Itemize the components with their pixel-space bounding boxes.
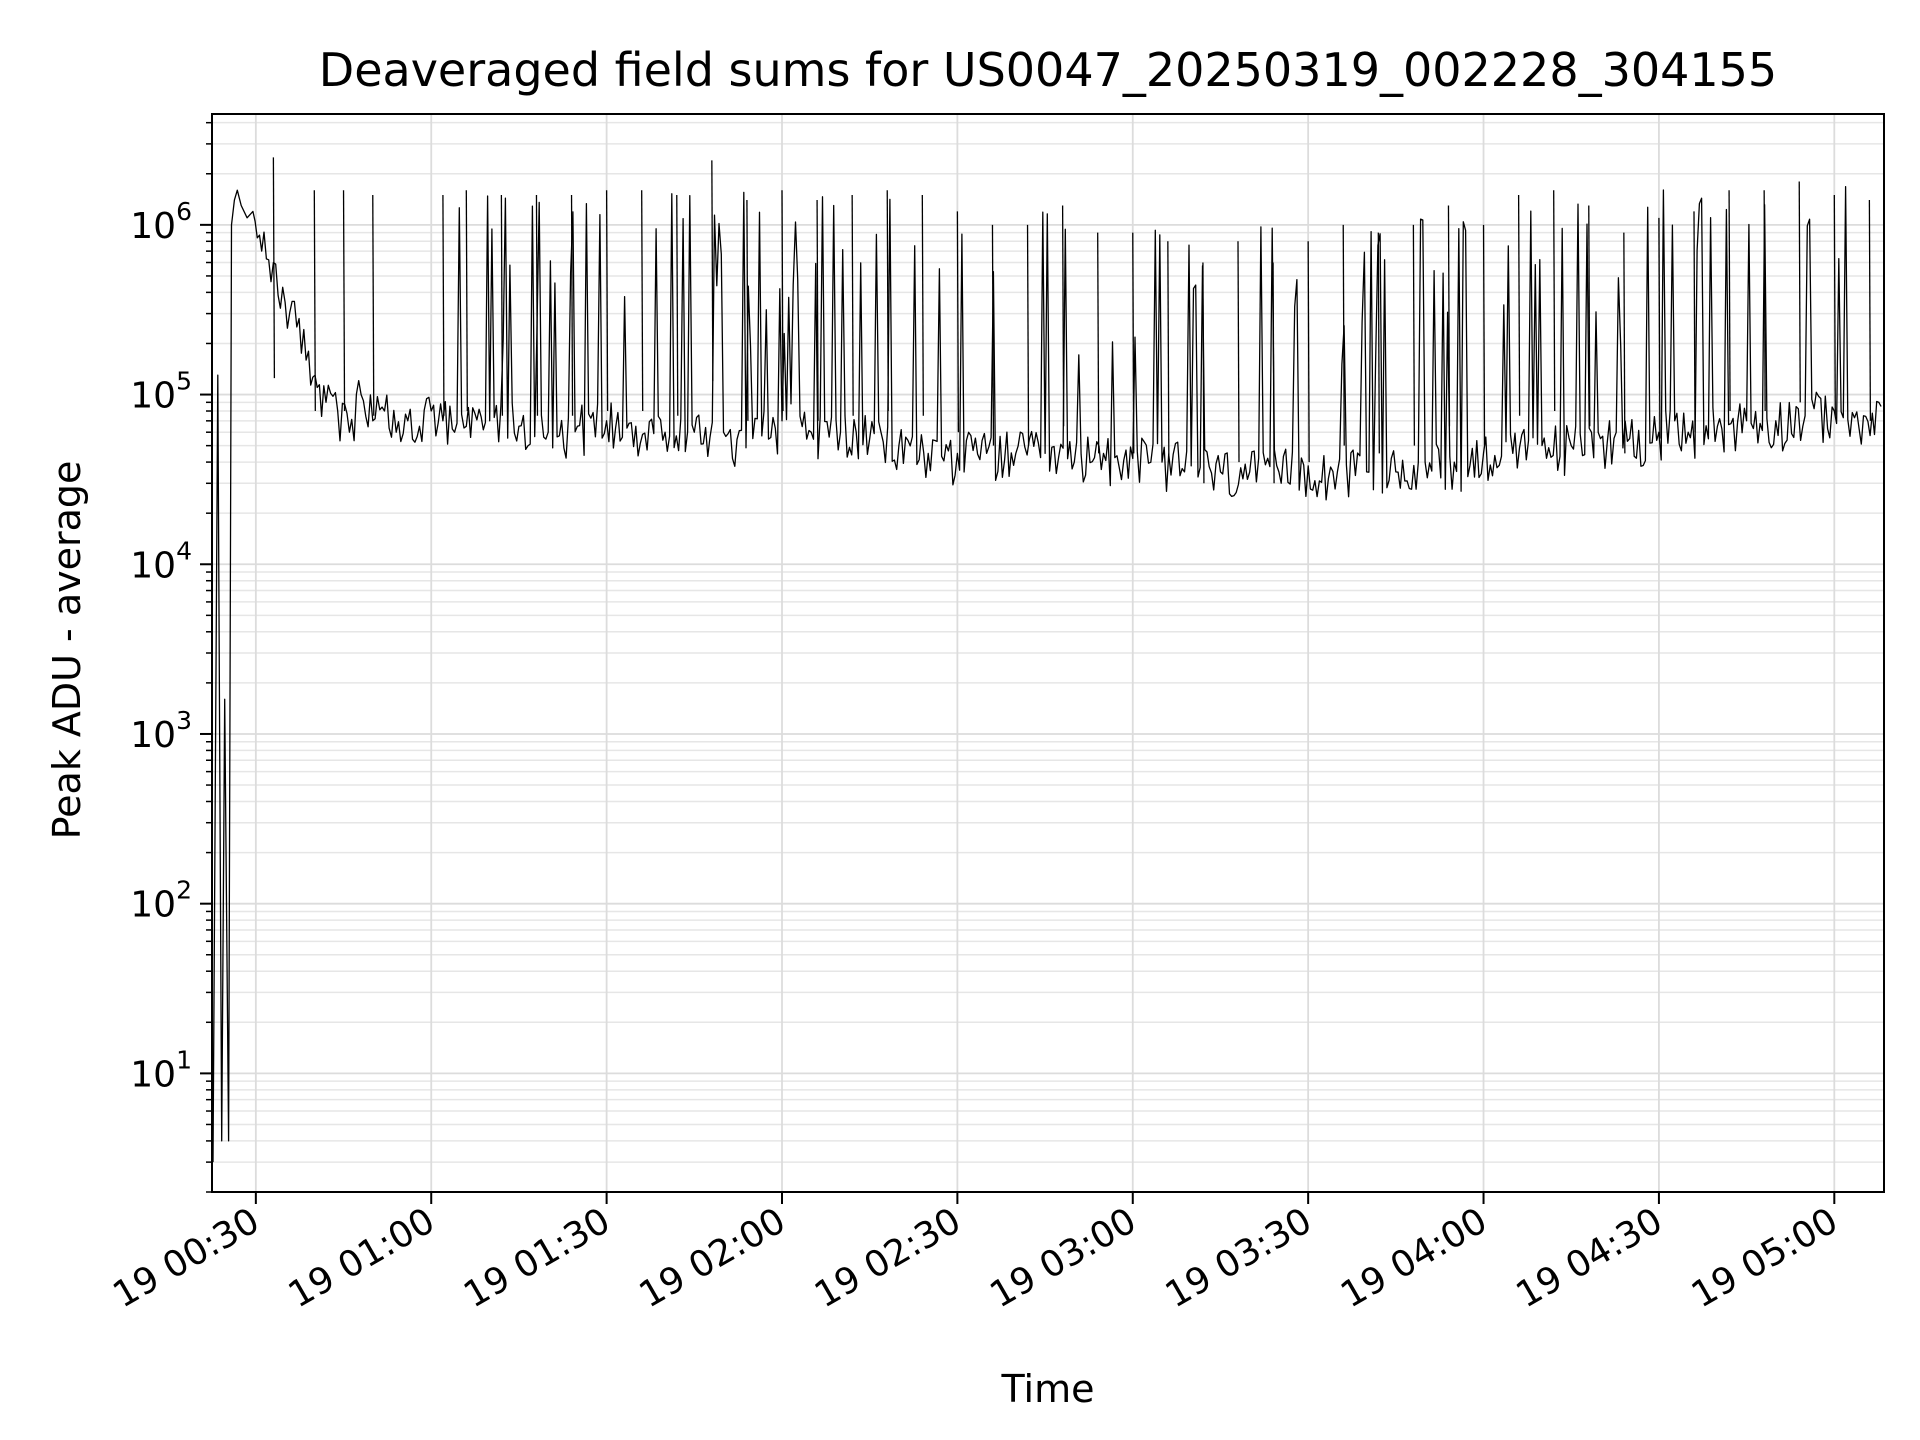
spike-mark — [676, 194, 679, 416]
spike-mark — [1377, 232, 1380, 454]
spike-mark — [816, 200, 819, 421]
spike-mark — [886, 190, 889, 412]
spike-mark — [1237, 241, 1240, 463]
spike-mark — [781, 190, 784, 412]
spike-mark — [1833, 194, 1836, 416]
spike-mark — [1097, 232, 1100, 454]
spike-mark — [1517, 194, 1521, 416]
x-axis-label: Time — [1001, 1367, 1095, 1411]
spike-mark — [921, 194, 924, 416]
spike-mark — [1868, 200, 1872, 421]
spike-mark — [1763, 190, 1766, 412]
spike-mark — [372, 194, 375, 416]
spike-mark — [1658, 217, 1661, 439]
spike-mark — [1026, 224, 1030, 446]
chart-title: Deaveraged field sums for US0047_2025031… — [319, 43, 1777, 97]
spike-mark — [1202, 262, 1205, 484]
y-tick-label: 102 — [130, 876, 192, 926]
spike-mark — [272, 157, 276, 379]
spike-mark — [1728, 190, 1731, 412]
y-tick-label: 101 — [130, 1045, 192, 1095]
spike-mark — [500, 194, 504, 416]
spike-mark — [956, 211, 960, 433]
y-axis-label: Peak ADU - average — [45, 461, 89, 840]
spike-mark — [342, 190, 346, 412]
spike-mark — [991, 224, 995, 446]
y-axis: 101 102 103 104 105 106 — [130, 121, 212, 1193]
y-tick-label: 105 — [130, 367, 192, 417]
spike-mark — [1553, 190, 1556, 412]
spike-mark — [1132, 232, 1135, 454]
spike-mark — [1272, 262, 1275, 484]
spike-mark — [1061, 205, 1065, 427]
y-tick-label: 103 — [130, 706, 192, 756]
spike-mark — [1342, 224, 1345, 446]
spike-mark — [1482, 224, 1486, 446]
series-line — [212, 186, 1882, 1163]
spike-mark — [851, 194, 854, 416]
spike-mark — [442, 194, 445, 416]
spike-mark — [641, 190, 644, 412]
spike-mark — [465, 190, 468, 412]
spike-mark — [1798, 181, 1801, 403]
spike-mark — [1693, 211, 1696, 433]
spike-mark — [313, 190, 316, 412]
line-layer — [212, 157, 1882, 1163]
spike-mark — [1588, 205, 1591, 427]
y-tick-label: 106 — [130, 197, 192, 247]
spike-mark — [711, 160, 714, 382]
spike-mark — [1167, 241, 1170, 463]
y-tick-label: 104 — [130, 536, 192, 586]
spike-mark — [570, 194, 574, 416]
spike-mark — [746, 200, 749, 421]
spike-mark — [1307, 241, 1310, 463]
spike-mark — [1447, 205, 1451, 427]
spike-mark — [535, 194, 539, 416]
spike-mark — [1412, 224, 1416, 446]
spike-mark — [1623, 232, 1626, 454]
spike-mark — [605, 190, 609, 412]
